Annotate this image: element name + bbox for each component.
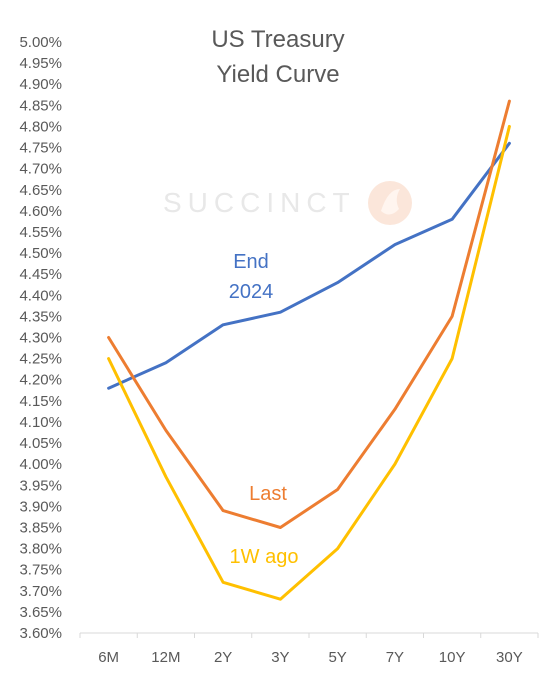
y-tick-label: 4.50%	[19, 245, 62, 262]
y-tick-label: 4.60%	[19, 203, 62, 220]
y-tick-label: 3.75%	[19, 562, 62, 579]
series-label: 2024	[229, 281, 274, 303]
y-tick-label: 4.30%	[19, 330, 62, 347]
y-tick-label: 4.75%	[19, 140, 62, 157]
y-tick-label: 4.90%	[19, 76, 62, 93]
x-tick-label: 7Y	[386, 649, 404, 666]
chart-title-line: Yield Curve	[216, 61, 339, 88]
x-tick-label: 3Y	[271, 649, 289, 666]
y-tick-label: 4.25%	[19, 351, 62, 368]
y-tick-label: 3.95%	[19, 477, 62, 494]
x-tick-label: 12M	[151, 649, 180, 666]
x-tick-label: 5Y	[328, 649, 346, 666]
series-label: End	[233, 251, 269, 273]
series-label: 1W ago	[230, 546, 299, 568]
y-tick-label: 3.60%	[19, 625, 62, 642]
x-tick-label: 30Y	[496, 649, 523, 666]
y-tick-label: 4.20%	[19, 372, 62, 389]
y-tick-label: 4.80%	[19, 118, 62, 135]
x-tick-label: 6M	[98, 649, 119, 666]
y-tick-label: 4.65%	[19, 182, 62, 199]
y-tick-label: 4.05%	[19, 435, 62, 452]
y-tick-label: 4.45%	[19, 266, 62, 283]
watermark: SUCCINCT	[163, 181, 412, 225]
y-tick-label: 4.55%	[19, 224, 62, 241]
y-tick-label: 4.70%	[19, 161, 62, 178]
y-tick-label: 4.00%	[19, 456, 62, 473]
x-axis: 6M 12M 2Y 3Y 5Y 7Y 10Y 30Y	[79, 632, 539, 666]
flame-logo-icon	[368, 181, 412, 225]
watermark-text: SUCCINCT	[163, 187, 356, 218]
y-tick-label: 4.15%	[19, 393, 62, 410]
y-tick-label: 4.85%	[19, 97, 62, 114]
x-tick-label: 2Y	[214, 649, 232, 666]
series-line	[107, 141, 511, 390]
series-line	[107, 124, 511, 601]
series-labels: End 2024 Last 1W ago	[229, 251, 299, 568]
y-tick-label: 4.95%	[19, 55, 62, 72]
y-tick-label: 3.70%	[19, 583, 62, 600]
chart-title-line: US Treasury	[211, 26, 344, 53]
y-tick-label: 3.85%	[19, 519, 62, 536]
series-lines	[107, 99, 511, 601]
series-label: Last	[249, 483, 287, 505]
chart-title: US Treasury Yield Curve	[211, 26, 344, 88]
series-line	[107, 99, 511, 529]
y-tick-label: 4.10%	[19, 414, 62, 431]
y-tick-label: 3.90%	[19, 498, 62, 515]
y-tick-label: 3.80%	[19, 541, 62, 558]
y-tick-label: 4.40%	[19, 287, 62, 304]
y-axis: 3.60% 3.65% 3.70% 3.75% 3.80% 3.85% 3.90% 3.95%…	[19, 34, 62, 642]
y-tick-label: 5.00%	[19, 34, 62, 51]
x-tick-label: 10Y	[439, 649, 466, 666]
y-tick-label: 3.65%	[19, 604, 62, 621]
y-tick-label: 4.35%	[19, 308, 62, 325]
